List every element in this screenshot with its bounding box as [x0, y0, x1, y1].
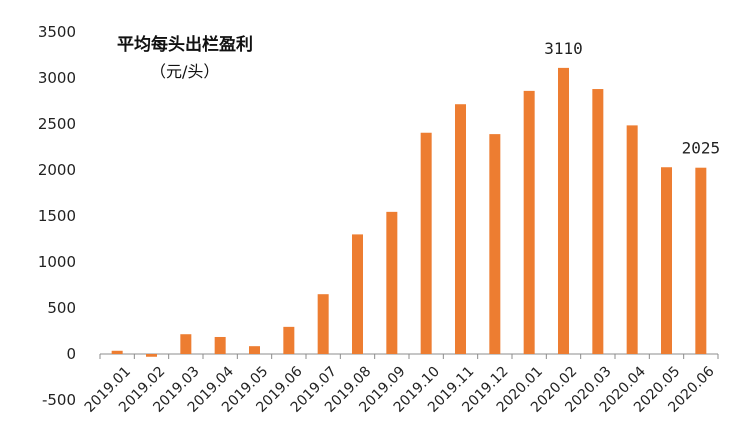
- chart-subtitle: （元/头）: [150, 62, 219, 81]
- bar: [420, 132, 432, 354]
- bar: [489, 134, 501, 354]
- bar: [283, 326, 295, 354]
- x-axis: 2019.012019.022019.032019.042019.052019.…: [82, 353, 719, 416]
- bar: [249, 346, 260, 354]
- y-tick-label: -500: [42, 391, 76, 409]
- y-tick-label: 3500: [38, 23, 76, 41]
- data-label: 2025: [682, 139, 721, 158]
- bar: [180, 334, 192, 354]
- chart-title: 平均每头出栏盈利: [117, 34, 253, 55]
- bar: [352, 234, 363, 354]
- bar: [386, 211, 398, 354]
- data-annotations: 3110 2025: [544, 39, 720, 158]
- bar: [558, 67, 569, 354]
- bar: [695, 167, 707, 354]
- y-tick-label: 1500: [38, 207, 76, 225]
- bar-series: [111, 67, 707, 357]
- bar: [317, 294, 329, 354]
- bar: [523, 90, 535, 354]
- bar: [592, 89, 604, 354]
- bar: [626, 125, 638, 354]
- y-tick-label: 0: [66, 345, 76, 363]
- data-label: 3110: [544, 39, 583, 58]
- y-axis: -500 0 500 1000 1500 2000 2500 3000 3500: [38, 23, 76, 409]
- y-tick-label: 3000: [38, 69, 76, 87]
- bar: [661, 167, 672, 354]
- y-tick-label: 2000: [38, 161, 76, 179]
- y-tick-label: 2500: [38, 115, 76, 133]
- y-tick-label: 500: [47, 299, 76, 317]
- bar: [146, 354, 157, 357]
- bar: [111, 350, 123, 354]
- bar: [455, 104, 466, 354]
- y-tick-label: 1000: [38, 253, 76, 271]
- bar: [214, 336, 226, 354]
